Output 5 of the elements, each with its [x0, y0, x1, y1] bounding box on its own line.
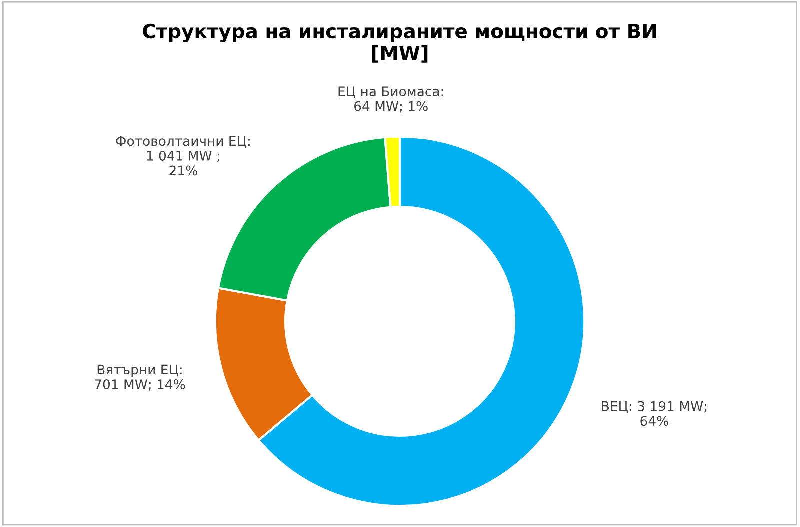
slice-label: ВЕЦ: 3 191 MW; 64% — [602, 401, 706, 426]
slice-label: Вятърни ЕЦ: 701 MW; 14% — [95, 364, 186, 391]
slice-label: ЕЦ на Биомаса: 64 MW; 1% — [338, 86, 444, 113]
slice-label: Фотоволтаични ЕЦ: 1 041 MW ; 21% — [116, 136, 250, 176]
chart-title: Структура на инсталираните мощности от ВИ [MW] — [143, 24, 656, 63]
